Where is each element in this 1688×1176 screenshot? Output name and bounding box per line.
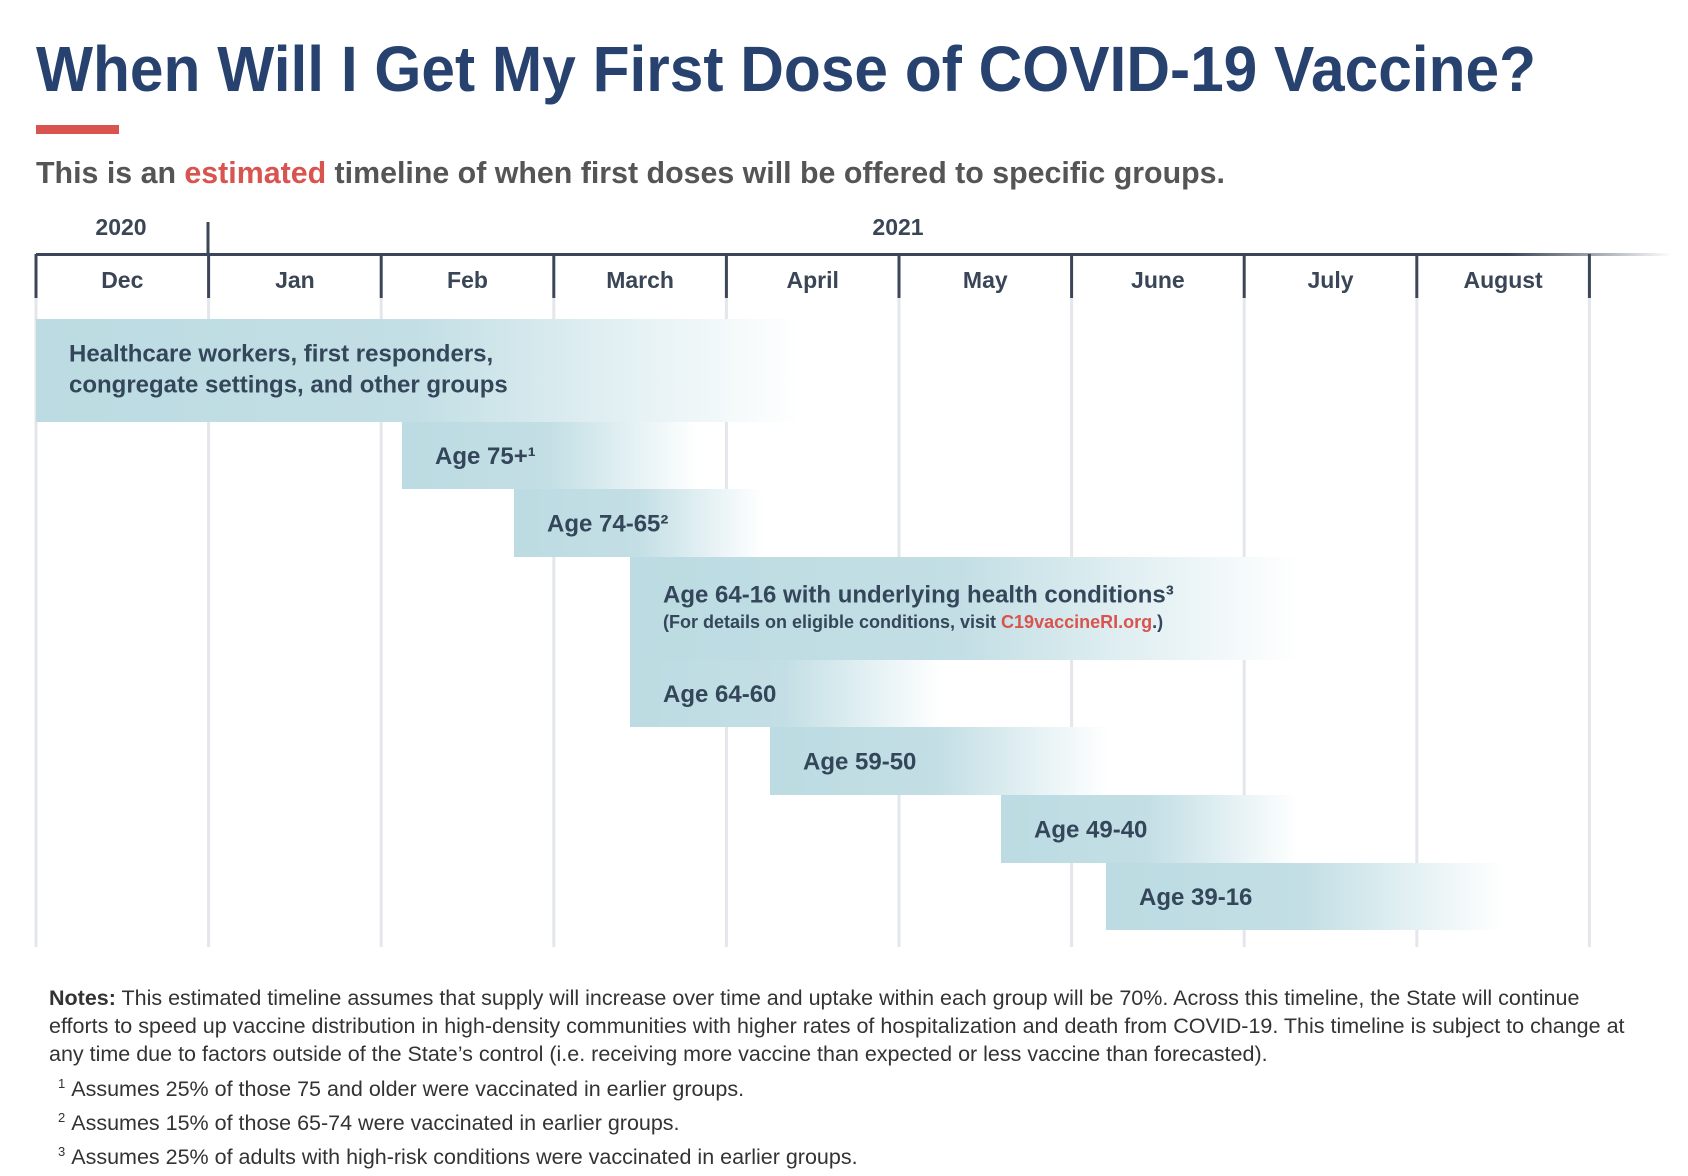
group-bar	[514, 489, 763, 557]
footnote-marker: 1	[58, 1076, 66, 1091]
header-line	[36, 253, 1672, 256]
group-bar	[630, 660, 941, 727]
group-label: Age 49-40	[1034, 816, 1147, 843]
subtitle-text: timeline of when first doses will be off…	[326, 155, 1225, 190]
year-label: 2021	[872, 214, 923, 240]
footnote-text: Assumes 25% of adults with high-risk con…	[71, 1145, 858, 1170]
footnote-marker: 3	[58, 1144, 66, 1159]
group-bar	[1001, 795, 1298, 863]
note-text: (For details on eligible conditions, vis…	[663, 612, 1001, 632]
footnote: 2 Assumes 15% of those 65-74 were vaccina…	[58, 1110, 680, 1136]
footnote-marker: 2	[58, 1110, 66, 1125]
bars: Healthcare workers, first responders, con…	[36, 319, 1504, 930]
footnote-text: Assumes 15% of those 65-74 were vaccinat…	[71, 1111, 680, 1136]
month-label: Dec	[101, 267, 143, 293]
notes-label: Notes:	[49, 986, 116, 1010]
footnote-text: Assumes 25% of those 75 and older were v…	[71, 1077, 745, 1102]
footnote: 3 Assumes 25% of adults with high-risk co…	[58, 1144, 858, 1170]
group-label: Age 59-50	[803, 748, 916, 775]
group-label: Age 39-16	[1139, 884, 1252, 911]
note-link: C19vaccineRI.org	[1001, 612, 1152, 632]
month-label: March	[606, 267, 674, 293]
title-underline	[36, 125, 119, 134]
group-label: Age 64-60	[663, 681, 776, 708]
month-label: July	[1307, 267, 1353, 293]
group-bar	[1106, 863, 1504, 930]
group-bar	[770, 727, 1109, 795]
notes: Notes: This estimated timeline assumes t…	[49, 984, 1639, 1068]
title: When Will I Get My First Dose of COVID-1…	[36, 33, 1536, 105]
group-label: Healthcare workers, first responders,	[69, 340, 493, 367]
month-label: May	[963, 267, 1008, 293]
year-label: 2020	[95, 214, 146, 240]
month-label: August	[1463, 267, 1543, 293]
group-bar	[630, 557, 1298, 660]
group-bar	[36, 319, 801, 422]
note-text: .)	[1152, 612, 1163, 632]
group-label: Age 74-65²	[547, 510, 668, 537]
subtitle-text: This is an	[36, 155, 184, 190]
group-label: Age 64-16 with underlying health conditi…	[663, 581, 1174, 608]
month-label: April	[787, 267, 839, 293]
month-label: Feb	[447, 267, 488, 293]
month-label: June	[1131, 267, 1185, 293]
group-bar	[402, 422, 698, 489]
subtitle-highlight: estimated	[184, 155, 326, 190]
group-label: congregate settings, and other groups	[69, 371, 508, 398]
subtitle: This is an estimated timeline of when fi…	[36, 155, 1225, 190]
group-note: (For details on eligible conditions, vis…	[663, 612, 1163, 632]
group-label: Age 75+¹	[435, 443, 536, 470]
month-label: Jan	[275, 267, 315, 293]
notes-text: This estimated timeline assumes that sup…	[49, 986, 1625, 1066]
footnote: 1 Assumes 25% of those 75 and older were …	[58, 1076, 744, 1102]
